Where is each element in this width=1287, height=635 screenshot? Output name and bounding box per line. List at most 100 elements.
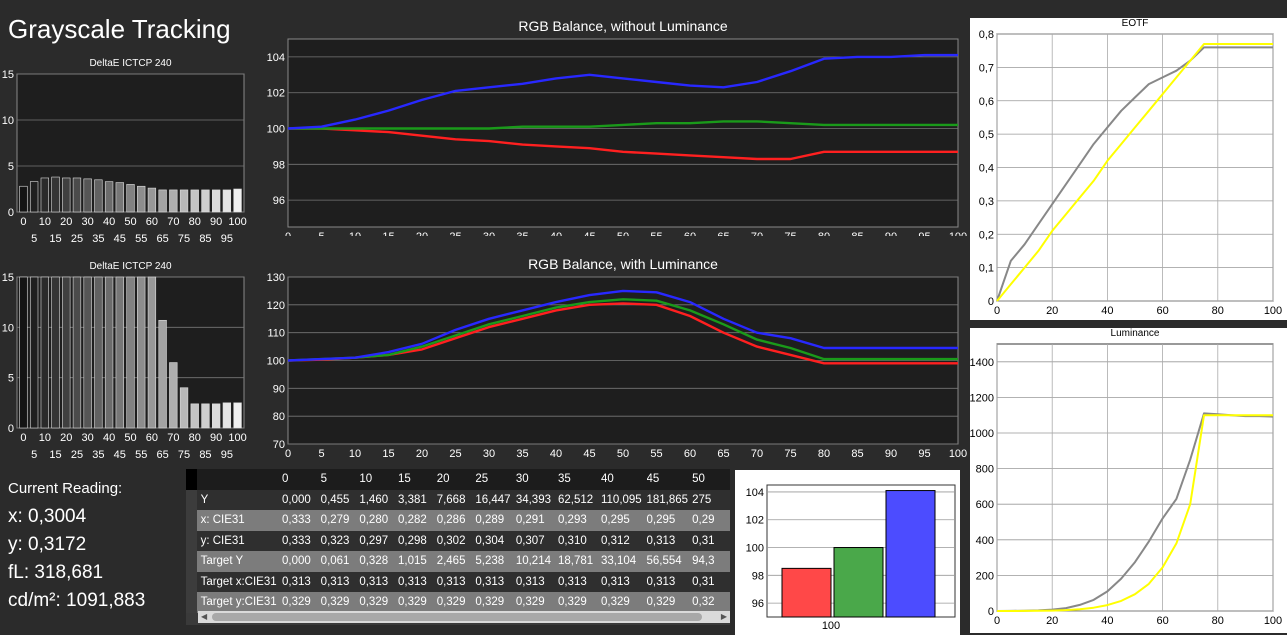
rgb-bar-b (885, 490, 936, 618)
y-tick-label: 100 (267, 356, 285, 368)
deltae-bar (137, 276, 146, 429)
table-cell: 7,668 (436, 489, 476, 510)
x-tick-label: 30 (82, 432, 94, 444)
deltae-bar (212, 403, 221, 429)
measurement-table: 0 5 10 15 20 25 30 35 40 45 50 Y 0,000 0,4… (186, 469, 730, 613)
row-label: x: CIE31 (196, 510, 282, 531)
measurement-table-container[interactable]: 0 5 10 15 20 25 30 35 40 45 50 Y 0,000 0,4… (186, 469, 730, 625)
page-title: Grayscale Tracking (8, 14, 231, 44)
eotf-chart: 0 0,1 0,2 0,3 0,4 0,5 0,6 0,7 0,8 EOTF 0 20 40 60 80 10… (970, 18, 1287, 320)
x-tick-label: 90 (885, 231, 897, 236)
deltae-bar (115, 182, 124, 213)
x-tick-label: 30 (483, 231, 495, 236)
scroll-left-icon[interactable]: ◀ (201, 612, 208, 621)
deltae-bar (62, 276, 71, 429)
x-tick-label: 75 (178, 449, 190, 461)
table-cell: 0,293 (557, 510, 601, 531)
x-tick-label: 25 (71, 449, 83, 461)
y-tick-label: 0 (8, 423, 14, 435)
table-cell: 0,282 (398, 510, 437, 531)
table-cell: 0,323 (320, 530, 360, 551)
x-tick-label: 30 (82, 216, 94, 228)
table-cell: 0,32 (692, 592, 730, 613)
y-tick-label: 96 (752, 598, 764, 610)
table-cell: 0,280 (359, 510, 399, 531)
deltae-bar (169, 362, 178, 429)
table-cell: 16,447 (475, 489, 516, 510)
x-tick-label: 35 (92, 449, 104, 461)
series-line-0 (288, 127, 958, 161)
series-line-1 (996, 43, 1273, 302)
y-tick-label: 800 (976, 464, 994, 476)
table-cell: 94,3 (692, 551, 730, 572)
x-tick-label: 0 (285, 448, 291, 460)
table-row[interactable]: Target y:CIE31 0,329 0,329 0,329 0,329 0,329 0… (186, 592, 730, 613)
deltae-bar (169, 189, 178, 213)
deltae-bar (104, 276, 114, 429)
y-tick-label: 102 (746, 515, 764, 527)
table-header-cell: 45 (646, 469, 693, 490)
y-tick-label: 0 (988, 296, 994, 308)
x-tick-label: 60 (1156, 615, 1168, 627)
table-cell: 181,865 (646, 489, 693, 510)
deltae-bar (158, 189, 167, 213)
table-cell: 0,304 (475, 530, 516, 551)
table-cell: 0,310 (557, 530, 601, 551)
row-selector[interactable] (186, 489, 197, 510)
table-header-cell: 15 (398, 469, 437, 490)
table-cell: 0,313 (646, 530, 693, 551)
x-tick-label: 40 (1101, 615, 1113, 627)
x-tick-label: 5 (31, 449, 37, 461)
deltae-bar (94, 276, 103, 429)
y-tick-label: 0 (8, 207, 14, 219)
table-cell: 0,313 (557, 571, 601, 592)
row-label: Target x:CIE31 (196, 571, 282, 592)
table-cell: 0,289 (475, 510, 516, 531)
x-tick-label: 80 (189, 432, 201, 444)
row-selector[interactable] (186, 551, 197, 572)
x-tick-label: 15 (49, 449, 61, 461)
x-tick-label: 60 (146, 216, 158, 228)
rgb-bar-r (781, 567, 832, 618)
x-tick-label: 5 (318, 448, 324, 460)
x-tick-label: 40 (103, 432, 115, 444)
x-tick-label: 50 (124, 432, 136, 444)
chart-title: EOTF (1122, 18, 1149, 29)
row-selector[interactable] (186, 592, 197, 613)
chart-title: DeltaE ICTCP 240 (89, 58, 172, 69)
series-line-2 (287, 289, 958, 362)
y-tick-label: 0,8 (979, 29, 994, 41)
x-tick-label: 25 (449, 231, 461, 236)
x-tick-label: 25 (449, 448, 461, 460)
row-label: Y (196, 489, 282, 510)
rgb-bar-g (833, 547, 884, 618)
y-tick-label: 98 (273, 159, 285, 171)
row-selector[interactable] (186, 571, 197, 592)
deltae-bar (72, 177, 82, 213)
x-tick-label: 30 (483, 448, 495, 460)
table-row[interactable]: x: CIE31 0,333 0,279 0,280 0,282 0,286 0,289 0,… (186, 510, 730, 531)
x-tick-label: 55 (650, 231, 662, 236)
row-selector[interactable] (186, 530, 197, 551)
table-cell: 0,295 (600, 510, 647, 531)
deltae-bar (19, 185, 28, 213)
table-cell: 18,781 (557, 551, 601, 572)
x-tick-label: 0 (994, 615, 1000, 627)
scrollbar-thumb[interactable] (212, 613, 702, 621)
table-row[interactable]: y: CIE31 0,333 0,323 0,297 0,298 0,302 0,304 0,… (186, 530, 730, 551)
table-cell: 0,313 (515, 571, 558, 592)
x-tick-label: 10 (39, 216, 51, 228)
y-tick-label: 1200 (970, 392, 994, 404)
y-tick-label: 5 (8, 161, 14, 173)
table-row[interactable]: Y 0,000 0,455 1,460 3,381 7,668 16,447 34,393 62… (186, 489, 730, 510)
table-cell: 0,298 (398, 530, 437, 551)
scroll-right-icon[interactable]: ▶ (720, 612, 727, 621)
x-tick-label: 40 (1101, 305, 1113, 317)
deltae-bar (83, 276, 92, 429)
table-row[interactable]: Target x:CIE31 0,313 0,313 0,313 0,313 0,313 0… (186, 571, 730, 592)
table-horizontal-scrollbar[interactable]: ◀ ▶ (198, 611, 730, 623)
x-tick-label: 95 (221, 449, 233, 461)
table-row[interactable]: Target Y 0,000 0,061 0,328 1,015 2,465 5,238 10… (186, 551, 730, 572)
row-selector[interactable] (186, 510, 197, 531)
